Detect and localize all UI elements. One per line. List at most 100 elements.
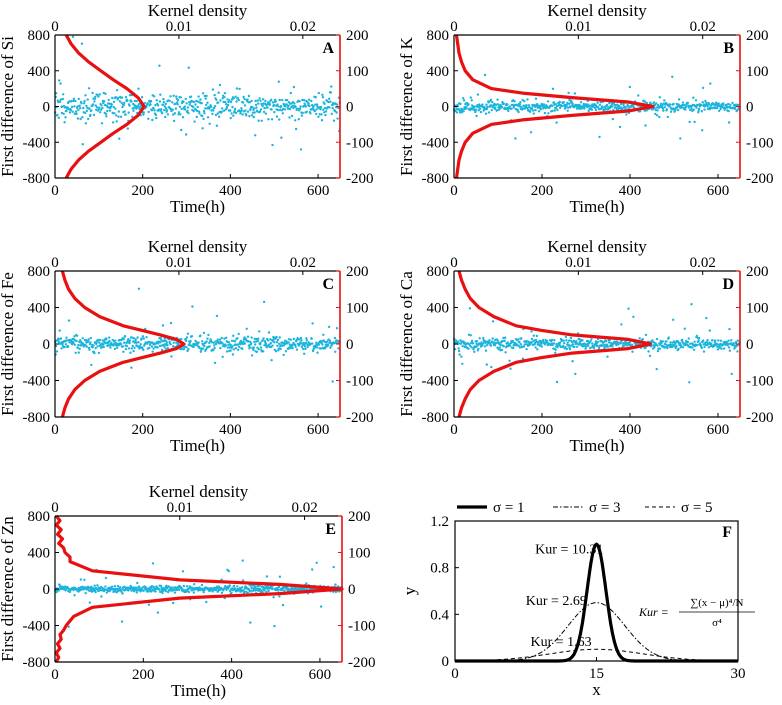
scatter-point [225, 105, 229, 109]
scatter-point [224, 344, 227, 347]
scatter-point [217, 115, 221, 119]
scatter-point [299, 148, 303, 151]
scatter-point [247, 588, 251, 591]
right-tick-label: 0 [746, 100, 754, 116]
scatter-point [520, 337, 523, 340]
scatter-point [523, 343, 526, 346]
scatter-point [64, 116, 67, 119]
scatter-point [111, 96, 114, 100]
scatter-point [730, 339, 733, 342]
scatter-point [665, 340, 668, 343]
x-tick-label: 15 [589, 666, 604, 682]
scatter-point [235, 100, 238, 103]
scatter-point [227, 569, 230, 573]
scatter-point [163, 105, 166, 108]
scatter-point [274, 100, 277, 103]
scatter-point [251, 111, 255, 114]
scatter-point [236, 343, 239, 346]
scatter-point [201, 92, 205, 95]
scatter-point [278, 342, 281, 345]
scatter-point [284, 105, 287, 108]
scatter-point [109, 105, 113, 108]
scatter-point [164, 102, 167, 106]
scatter-point [522, 104, 525, 107]
scatter-point [516, 108, 519, 111]
scatter-point [521, 98, 524, 102]
scatter-point [233, 340, 237, 343]
scatter-point [202, 117, 205, 121]
scatter-point [666, 346, 669, 350]
scatter-point [734, 105, 737, 109]
scatter-point [289, 338, 292, 341]
scatter-point [80, 102, 83, 105]
scatter-point [501, 340, 504, 343]
scatter-point [305, 337, 308, 340]
scatter-point [85, 104, 88, 108]
scatter-point [300, 114, 304, 117]
scatter-point [160, 108, 163, 111]
scatter-point [661, 340, 665, 343]
scatter-point [324, 110, 328, 113]
scatter-point [181, 588, 184, 591]
scatter-point [187, 111, 190, 115]
scatter-point [511, 339, 514, 343]
scatter-point [179, 113, 182, 116]
scatter-point [630, 104, 633, 108]
scatter-point [94, 104, 97, 107]
scatter-point [461, 108, 464, 111]
scatter-point [608, 341, 611, 344]
scatter-point [284, 342, 287, 345]
scatter-point [328, 339, 332, 342]
scatter-point [118, 100, 122, 103]
scatter-point [468, 307, 472, 310]
scatter-point [202, 109, 206, 113]
scatter-point [237, 98, 240, 102]
right-tick-label: 200 [346, 28, 369, 44]
scatter-point [59, 98, 63, 101]
scatter-point [64, 343, 68, 346]
scatter-point [79, 106, 82, 110]
top-tick-label: 0.01 [565, 19, 591, 35]
scatter-point [240, 590, 243, 593]
scatter-series [453, 73, 741, 140]
scatter-point [529, 110, 532, 114]
scatter-point [135, 589, 138, 592]
panel-A: 0 200 400 600 -800 -400 0 400 800 -200 -100 0 100 200… [0, 1, 374, 216]
scatter-point [606, 345, 610, 348]
scatter-point [606, 355, 609, 358]
scatter-point [142, 111, 145, 114]
scatter-point [226, 346, 230, 349]
scatter-point [113, 585, 117, 588]
scatter-point [208, 107, 211, 110]
panel-D: 0 200 400 600 -800 -400 0 400 800 -200 -100 0 100 200… [397, 237, 774, 455]
scatter-point [273, 341, 276, 344]
scatter-point [184, 133, 188, 136]
scatter-point [214, 342, 218, 346]
scatter-point [463, 107, 467, 111]
scatter-point [241, 113, 244, 116]
scatter-point [274, 350, 278, 353]
scatter-point [147, 110, 150, 114]
scatter-point [104, 112, 108, 116]
scatter-point [295, 348, 299, 351]
scatter-point [99, 111, 102, 114]
scatter-point [486, 105, 489, 109]
scatter-point [66, 106, 69, 110]
scatter-point [598, 135, 601, 139]
x-tick-label: 600 [307, 183, 330, 199]
scatter-point [67, 625, 70, 628]
scatter-point [205, 600, 208, 604]
scatter-point [509, 367, 512, 370]
scatter-point [193, 100, 196, 104]
scatter-point [172, 113, 175, 116]
scatter-point [610, 103, 614, 106]
scatter-point [522, 345, 526, 348]
scatter-point [547, 112, 550, 115]
right-tick-label: 100 [346, 301, 369, 317]
scatter-point [230, 112, 233, 115]
scatter-point [108, 339, 111, 343]
scatter-point [93, 351, 96, 355]
scatter-point [99, 338, 102, 342]
scatter-point [87, 340, 90, 343]
